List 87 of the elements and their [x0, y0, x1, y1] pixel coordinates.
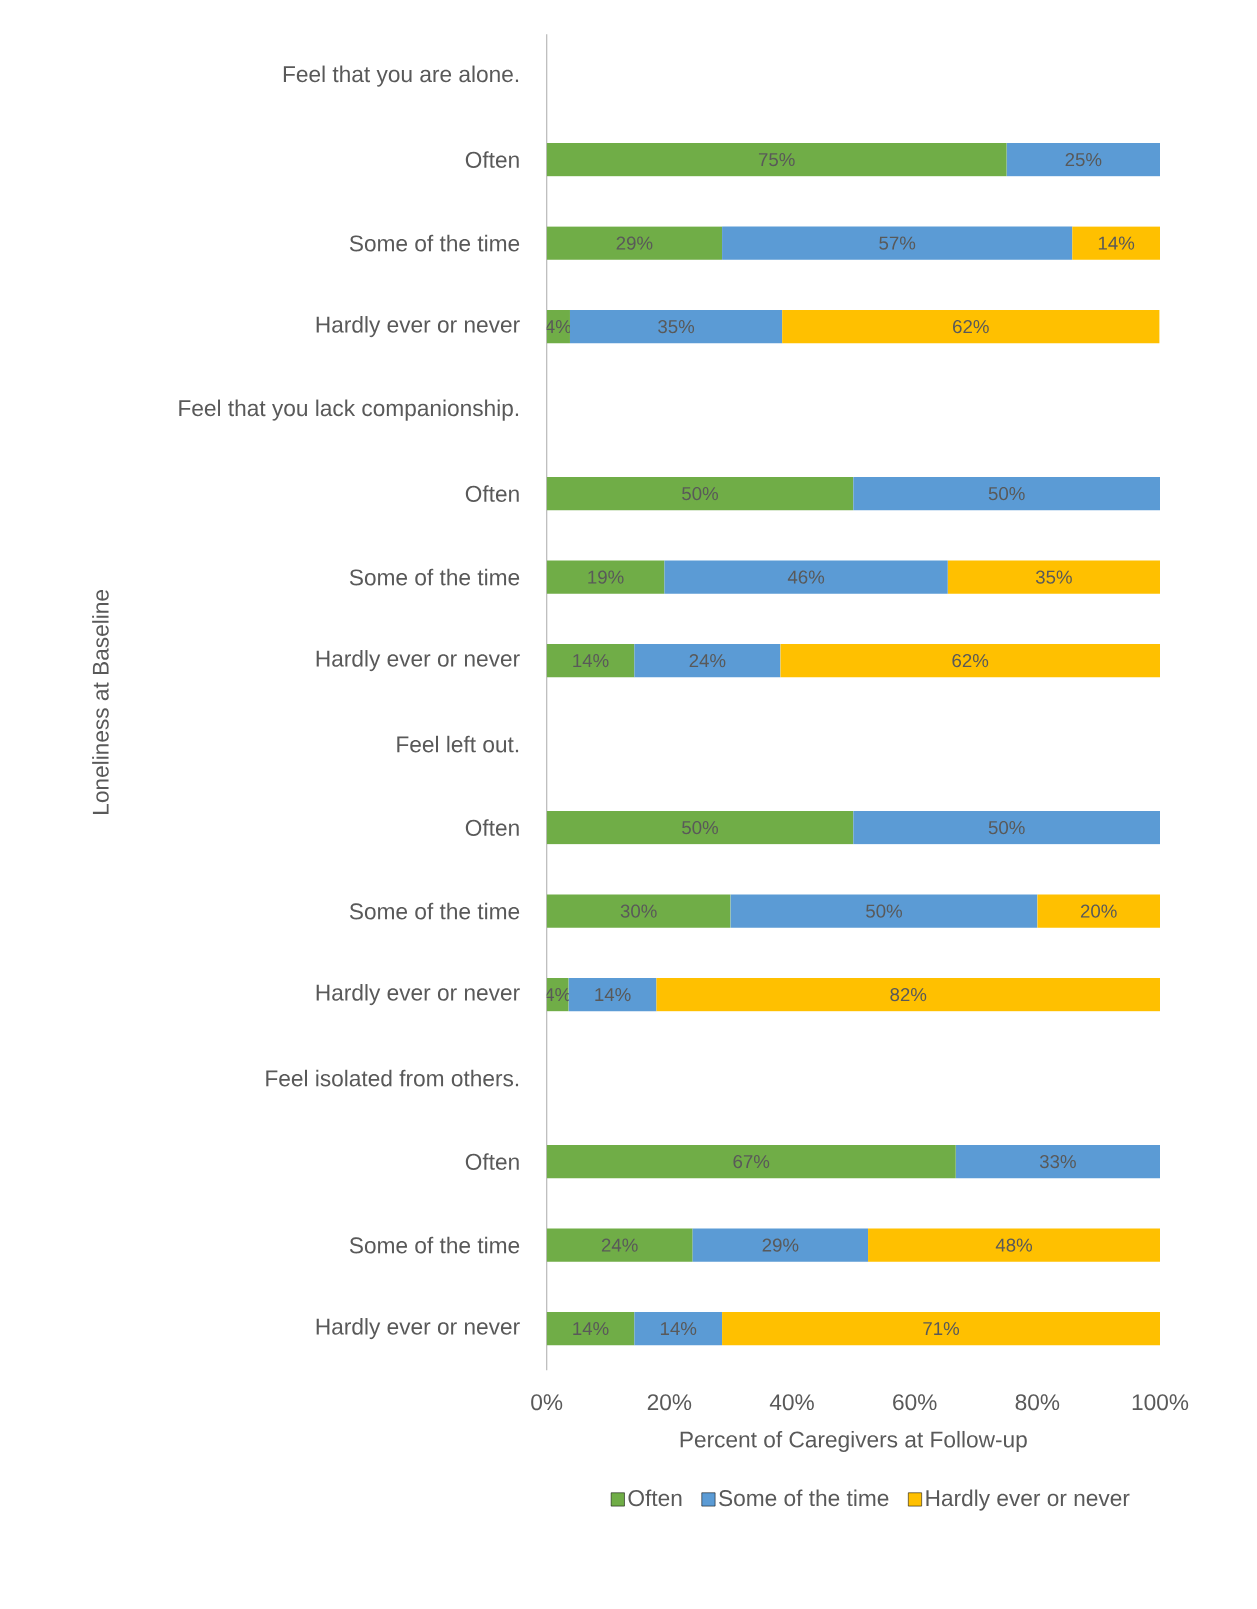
x-tick-label: 0%: [531, 1394, 563, 1411]
x-tick-label: 60%: [893, 1394, 937, 1411]
y-tick-label: Hardly ever or never: [316, 1318, 520, 1340]
data-label: 14%: [1098, 236, 1135, 250]
y-tick-label: Some of the time: [349, 568, 520, 586]
data-label: 48%: [995, 1238, 1033, 1252]
data-label: 50%: [988, 820, 1025, 835]
data-label: 24%: [601, 1238, 638, 1252]
legend-label: Some of the time: [719, 1489, 889, 1507]
bar: [1072, 226, 1160, 260]
data-label: 35%: [658, 319, 695, 334]
y-tick-label: Hardly ever or never: [316, 984, 520, 1006]
bar: [722, 1311, 1160, 1346]
data-label: 14%: [595, 988, 631, 1002]
data-label: 24%: [689, 654, 726, 668]
x-tick-label: 40%: [769, 1394, 814, 1411]
y-tick-label: Some of the time: [349, 234, 520, 252]
bar: [1006, 142, 1160, 177]
bar: [853, 476, 1160, 511]
data-label: 14%: [573, 1322, 609, 1336]
data-label: 50%: [988, 486, 1025, 501]
data-label: 57%: [879, 236, 916, 250]
data-label: 82%: [890, 987, 927, 1002]
x-tick-label: 100%: [1132, 1394, 1189, 1411]
bar: [722, 226, 1073, 260]
bar: [853, 810, 1160, 845]
data-label: 62%: [953, 319, 989, 334]
legend-label: Often: [628, 1489, 682, 1507]
data-label: 30%: [620, 904, 657, 918]
x-axis-title: Percent of Caregivers at Follow-up: [680, 1430, 1027, 1453]
x-tick-label: 20%: [647, 1394, 692, 1411]
y-tick-label: Some of the time: [349, 1236, 520, 1254]
bar: [546, 1311, 635, 1346]
data-label: 29%: [762, 1238, 799, 1252]
bar: [782, 309, 1160, 344]
y-tick-label: Feel left out.: [397, 735, 519, 753]
bar: [568, 977, 657, 1012]
data-label: 75%: [758, 153, 795, 167]
data-label: 14%: [660, 1322, 697, 1336]
bar: [546, 1144, 956, 1179]
bar: [546, 810, 854, 845]
data-label: 14%: [573, 654, 609, 668]
y-axis-title: Loneliness at Baseline: [92, 590, 109, 814]
data-label: 50%: [866, 904, 903, 918]
bar: [656, 977, 1160, 1012]
bar: [1037, 894, 1160, 928]
bar: [546, 894, 731, 928]
legend-label: Hardly ever or never: [926, 1489, 1130, 1511]
data-label: 25%: [1065, 152, 1102, 167]
bar: [546, 142, 1007, 177]
y-tick-label: Often: [465, 1153, 519, 1170]
y-tick-label: Often: [465, 151, 519, 168]
bar: [546, 643, 635, 678]
y-tick-label: Feel that you are alone.: [283, 65, 519, 87]
data-label: 62%: [952, 653, 989, 668]
bar: [546, 226, 723, 260]
y-tick-label: Hardly ever or never: [316, 650, 520, 672]
bar: [692, 1228, 869, 1262]
bar: [634, 643, 781, 678]
data-label: 20%: [1080, 904, 1117, 918]
bar: [546, 560, 665, 594]
y-tick-label: Often: [465, 485, 519, 502]
data-label: 50%: [682, 486, 719, 501]
data-label: 19%: [588, 570, 624, 584]
bar: [955, 1144, 1160, 1179]
y-tick-label: Feel isolated from others.: [266, 1069, 519, 1087]
bar: [569, 309, 783, 344]
bar: [664, 560, 948, 594]
bar: [868, 1228, 1160, 1262]
y-tick-label: Often: [465, 819, 519, 836]
bar: [634, 1311, 723, 1346]
data-label: 50%: [682, 820, 719, 835]
data-label: 29%: [616, 236, 653, 250]
bar: [947, 560, 1160, 594]
data-label: 71%: [923, 1322, 960, 1336]
data-label: 46%: [787, 570, 825, 584]
y-tick-label: Some of the time: [349, 902, 520, 920]
data-label: 33%: [1039, 1154, 1076, 1169]
x-tick-label: 80%: [1015, 1394, 1060, 1411]
bar: [546, 476, 854, 511]
data-label: 67%: [733, 1154, 770, 1169]
bar: [730, 894, 1038, 928]
data-label: 35%: [1035, 570, 1072, 584]
y-tick-label: Hardly ever or never: [316, 316, 520, 338]
bar: [780, 643, 1160, 678]
y-tick-label: Feel that you lack companionship.: [179, 399, 519, 421]
bar: [546, 1228, 693, 1262]
